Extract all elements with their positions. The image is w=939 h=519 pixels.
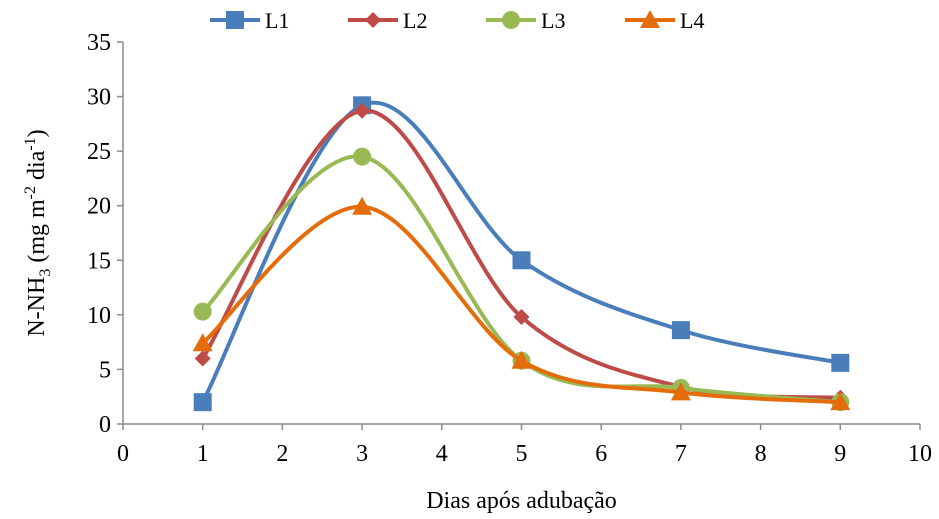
data-point-L2 xyxy=(194,350,211,367)
y-title-suffix: ) xyxy=(24,129,50,137)
data-point-L4 xyxy=(352,196,373,215)
y-tick-label: 30 xyxy=(87,85,111,111)
data-point-L3 xyxy=(193,302,212,321)
data-point-L1 xyxy=(193,393,212,412)
data-point-L1 xyxy=(831,353,850,372)
x-tick-label: 5 xyxy=(516,441,528,467)
x-tick-label: 6 xyxy=(595,441,607,467)
legend-label: L2 xyxy=(403,8,427,33)
data-point-L3 xyxy=(353,147,372,166)
series-L4 xyxy=(192,196,851,411)
x-tick-label: 1 xyxy=(197,441,209,467)
series-line-L1 xyxy=(200,100,843,405)
legend-marker xyxy=(502,11,520,29)
y-tick-label: 15 xyxy=(87,248,111,274)
data-point-L1 xyxy=(671,321,690,340)
legend-item-L3: L3 xyxy=(486,8,565,33)
y-tick-label: 35 xyxy=(87,30,111,56)
x-tick-label: 2 xyxy=(276,441,288,467)
x-ticks: 0 1 2 3 4 5 6 7 8 9 10 xyxy=(117,424,932,467)
legend-marker xyxy=(226,11,244,29)
y-title-prefix: N-NH xyxy=(24,277,50,337)
y-axis-title: N-NH3 (mg m-2 dia-1) xyxy=(22,129,54,336)
data-point-L4 xyxy=(192,333,213,352)
y-tick-label: 20 xyxy=(87,194,111,220)
data-point-L4 xyxy=(511,350,532,369)
y-ticks: 0 5 10 15 20 25 30 35 xyxy=(87,30,123,438)
data-point-L1 xyxy=(512,251,531,270)
x-tick-label: 3 xyxy=(356,441,368,467)
x-tick-label: 10 xyxy=(908,441,932,467)
y-title-sub: 3 xyxy=(37,269,54,277)
legend-marker xyxy=(365,12,381,28)
y-tick-label: 10 xyxy=(87,303,111,329)
x-tick-label: 7 xyxy=(675,441,687,467)
legend-label: L3 xyxy=(541,8,565,33)
series-layer xyxy=(192,96,851,412)
legend-item-L1: L1 xyxy=(210,8,289,33)
data-point-L2 xyxy=(354,102,371,119)
legend-label: L1 xyxy=(265,8,289,33)
x-tick-label: 9 xyxy=(834,441,846,467)
x-tick-label: 8 xyxy=(755,441,767,467)
legend: L1 L2 L3 L4 xyxy=(210,8,704,33)
x-tick-label: 0 xyxy=(117,441,129,467)
y-tick-label: 5 xyxy=(99,357,111,383)
series-L1 xyxy=(193,96,850,412)
data-point-L4 xyxy=(670,382,691,401)
y-tick-label: 0 xyxy=(99,412,111,438)
legend-item-L2: L2 xyxy=(348,8,427,33)
x-axis-title: Dias após adubação xyxy=(426,488,617,514)
data-point-L2 xyxy=(513,309,530,326)
data-point-L4 xyxy=(830,392,851,411)
legend-marker xyxy=(640,10,660,28)
x-tick-label: 4 xyxy=(436,441,448,467)
legend-item-L4: L4 xyxy=(625,8,704,33)
y-title-middle1: (mg m xyxy=(24,199,50,269)
series-line-L3 xyxy=(200,154,843,405)
y-title-middle2: dia xyxy=(24,150,50,186)
y-title-sup2: -1 xyxy=(22,137,39,150)
y-title-sup1: -2 xyxy=(22,186,39,199)
legend-label: L4 xyxy=(680,8,704,33)
y-tick-label: 25 xyxy=(87,139,111,165)
series-line-L4 xyxy=(200,204,843,405)
